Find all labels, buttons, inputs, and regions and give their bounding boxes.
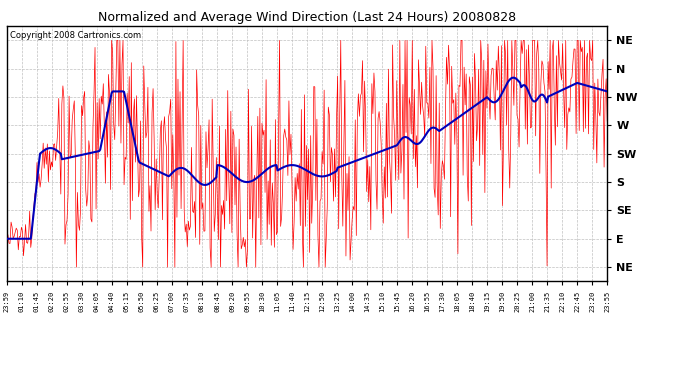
Text: Copyright 2008 Cartronics.com: Copyright 2008 Cartronics.com [10, 32, 141, 40]
Title: Normalized and Average Wind Direction (Last 24 Hours) 20080828: Normalized and Average Wind Direction (L… [98, 11, 516, 24]
